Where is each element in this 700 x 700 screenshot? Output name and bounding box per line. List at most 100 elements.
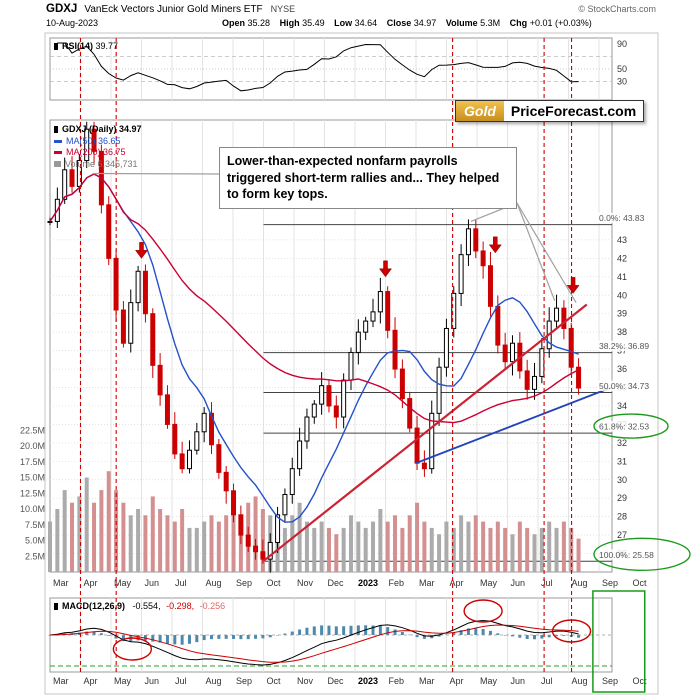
price-axis-label: 28 xyxy=(617,512,627,522)
price-panel-legend: GDXJ (Daily) 34.97 MA(50) 36.65 MA(200) … xyxy=(54,124,142,170)
macd-histogram-bar xyxy=(217,635,221,639)
candle-body xyxy=(275,514,281,543)
candle-body xyxy=(179,453,185,470)
candle-body xyxy=(245,534,251,547)
price-axis-label: 39 xyxy=(617,309,627,319)
site-name-label: PriceForecast.com xyxy=(510,103,637,119)
legend-item-volume: Volume 6,345,731 xyxy=(54,159,142,171)
macd-histogram-bar xyxy=(239,635,243,640)
macd-histogram-bar xyxy=(276,635,280,636)
volume-axis-label: 22.5M xyxy=(20,425,45,435)
candle-body xyxy=(186,449,192,470)
macd-histogram-bar xyxy=(254,635,258,639)
volume-bar xyxy=(55,509,60,572)
x-axis-label: Jul xyxy=(175,676,187,686)
volume-bar xyxy=(216,521,221,572)
candle-body xyxy=(216,444,222,473)
fib-label: 0.0%: 43.83 xyxy=(599,213,645,223)
macd-histogram-bar xyxy=(510,635,514,637)
x-axis-label: Jun xyxy=(145,676,160,686)
volume-bar xyxy=(143,515,148,572)
candle-body xyxy=(260,551,266,560)
volume-axis-label: 20.0M xyxy=(20,441,45,451)
close-value: 34.97 xyxy=(413,18,437,28)
volume-bar xyxy=(297,502,302,572)
volume-bar xyxy=(128,515,133,572)
x-axis-label: Sep xyxy=(602,578,618,588)
price-axis-label: 42 xyxy=(617,253,627,263)
ma200-marker-icon xyxy=(54,151,62,155)
x-axis-label: Dec xyxy=(328,578,345,588)
candle-body xyxy=(238,514,244,536)
x-axis-label: Mar xyxy=(419,676,435,686)
x-axis-label: Mar xyxy=(53,676,69,686)
x-axis-label: Nov xyxy=(297,676,314,686)
x-axis-label: Sep xyxy=(236,578,252,588)
x-axis-label: May xyxy=(480,676,498,686)
macd-histogram-bar xyxy=(180,635,184,645)
candle-body xyxy=(436,366,442,414)
x-axis-label: Jul xyxy=(541,676,553,686)
macd-histogram-bar xyxy=(246,635,250,640)
macd-histogram-bar xyxy=(327,625,331,635)
volume-bar xyxy=(525,527,530,572)
candle-body xyxy=(421,462,427,470)
candle-body xyxy=(91,128,97,152)
rsi-marker-icon xyxy=(54,43,58,51)
x-axis-label: 2023 xyxy=(358,676,378,686)
volume-bar xyxy=(48,521,52,572)
candle-body xyxy=(458,254,464,294)
price-axis-label: 30 xyxy=(617,475,627,485)
x-axis-label: Jun xyxy=(145,578,160,588)
macd-histogram-bar xyxy=(488,630,492,635)
candle-body xyxy=(407,398,413,429)
change-value: +0.01 (+0.03%) xyxy=(529,18,592,28)
ma200-legend-label: MA(200) 36.75 xyxy=(66,147,126,157)
volume-bar xyxy=(466,521,471,572)
x-axis-label: Jun xyxy=(511,676,526,686)
candle-body xyxy=(480,250,486,267)
price-axis-label: 40 xyxy=(617,290,627,300)
volume-bar xyxy=(400,527,405,572)
volume-bar xyxy=(539,527,544,572)
x-axis-label: Apr xyxy=(84,676,98,686)
candle-body xyxy=(524,370,530,390)
fib-label: 38.2%: 36.89 xyxy=(599,341,649,351)
volume-bar xyxy=(172,521,177,572)
macd-histogram-bar xyxy=(562,635,566,636)
volume-bar xyxy=(334,534,339,572)
candle-body xyxy=(451,292,457,329)
x-axis-label: Apr xyxy=(450,578,464,588)
macd-histogram-bar xyxy=(481,629,485,635)
x-axis-label: Nov xyxy=(297,578,314,588)
change-label: Chg xyxy=(509,18,528,28)
macd-histogram-bar xyxy=(400,632,404,635)
ma200-line xyxy=(49,173,579,424)
candle-body xyxy=(377,291,383,313)
high-label: High xyxy=(279,18,300,28)
volume-bar xyxy=(576,538,581,572)
candle-body xyxy=(473,228,479,252)
volume-bar xyxy=(561,521,566,572)
volume-bar xyxy=(326,527,331,572)
volume-axis-label: 2.5M xyxy=(25,551,45,561)
macd-histogram-bar xyxy=(151,635,155,642)
macd-histogram-bar xyxy=(474,628,478,635)
candle-body xyxy=(311,403,317,418)
volume-bar xyxy=(415,502,420,572)
macd-histogram-bar xyxy=(349,625,353,635)
open-label: Open xyxy=(222,18,246,28)
volume-bar xyxy=(547,521,552,572)
macd-histogram-bar xyxy=(518,635,522,638)
macd-histogram-bar xyxy=(371,625,375,635)
x-axis-label: 2023 xyxy=(358,578,378,588)
volume-bar xyxy=(319,521,324,572)
volume-bar xyxy=(231,509,236,572)
x-axis-label: Aug xyxy=(206,676,222,686)
ma50-legend-label: MA(50) 36.65 xyxy=(66,135,121,146)
candle-body xyxy=(135,270,141,304)
volume-bar xyxy=(180,509,185,572)
volume-bar xyxy=(451,527,456,572)
candle-body xyxy=(47,220,53,223)
volume-legend-label: Volume 6,345,731 xyxy=(65,158,138,169)
